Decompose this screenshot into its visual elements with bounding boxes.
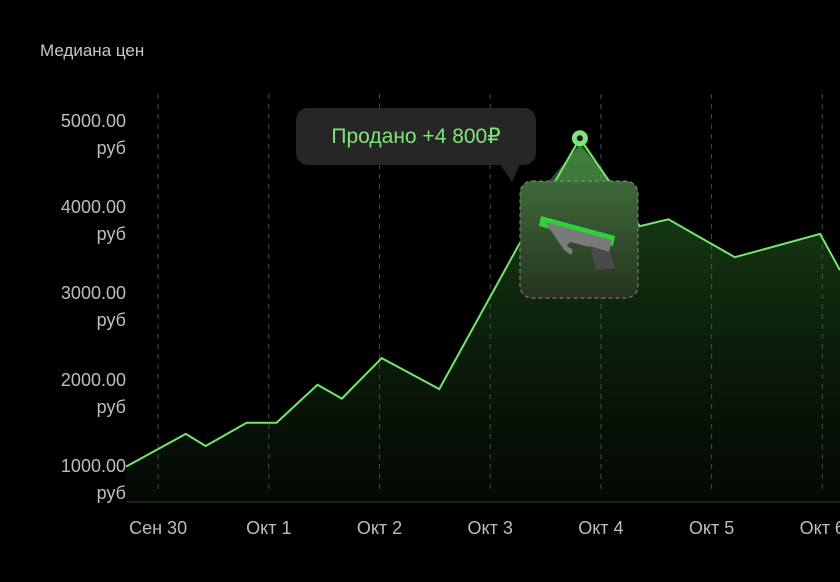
tooltip: Продано +4 800₽ — [296, 108, 536, 165]
x-tick-label: Сен 30 — [129, 518, 187, 538]
x-tick-label: Окт 6 — [800, 518, 840, 538]
area — [126, 138, 840, 503]
y-tick-label: 3000.00 руб — [60, 283, 126, 331]
y-tick-label: 2000.00 руб — [60, 369, 126, 417]
y-tick-label: 5000.00 руб — [60, 111, 126, 159]
x-tick-label: Окт 3 — [468, 518, 513, 538]
x-tick-label: Окт 5 — [689, 518, 734, 538]
highlight-marker-dot — [576, 135, 583, 142]
chart-title: Медиана цен — [40, 41, 145, 60]
x-tick-label: Окт 1 — [246, 518, 291, 538]
x-tick-label: Окт 2 — [357, 518, 402, 538]
line — [125, 136, 840, 468]
y-tick-label: 1000.00 руб — [60, 455, 126, 503]
x-tick-label: Окт 4 — [578, 518, 623, 538]
y-tick-label: 4000.00 руб — [60, 197, 126, 245]
